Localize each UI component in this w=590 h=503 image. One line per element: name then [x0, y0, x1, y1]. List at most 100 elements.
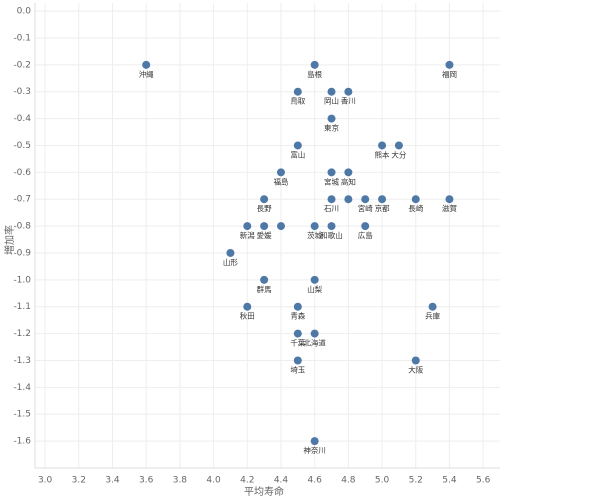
point	[361, 195, 370, 204]
point-label: 群馬	[257, 284, 272, 294]
x-tick-label: 3.6	[139, 476, 154, 486]
point	[378, 141, 387, 150]
x-tick-label: 4.4	[274, 476, 289, 486]
y-tick-label: -0.8	[13, 222, 31, 232]
point	[445, 195, 454, 204]
point	[260, 275, 269, 284]
point-label: 沖縄	[139, 69, 154, 79]
point-label: 山形	[223, 257, 238, 267]
point-label: 神奈川	[303, 445, 326, 455]
y-tick-label: -1.0	[13, 275, 31, 285]
point	[344, 168, 353, 177]
y-tick-label: -1.6	[13, 437, 31, 447]
point	[327, 87, 336, 96]
point	[327, 168, 336, 177]
point	[142, 60, 151, 69]
point	[293, 329, 302, 338]
point	[327, 222, 336, 231]
y-tick-label: -0.5	[13, 141, 31, 151]
point-label: 岡山	[324, 96, 339, 106]
x-tick-label: 4.8	[341, 476, 356, 486]
point-label: 滋賀	[442, 203, 457, 213]
point-label: 千葉	[290, 338, 305, 348]
y-tick-label: -0.6	[13, 168, 31, 178]
y-tick-label: -0.3	[13, 87, 31, 97]
y-tick-label: -0.2	[13, 60, 31, 70]
point-label: 鳥取	[290, 96, 305, 106]
point	[327, 195, 336, 204]
point	[276, 168, 285, 177]
point-label: 高知	[341, 176, 356, 186]
x-tick-label: 3.8	[173, 476, 188, 486]
point	[411, 356, 420, 365]
point	[293, 356, 302, 365]
x-tick-label: 4.2	[240, 476, 254, 486]
y-axis-label: 増加率	[3, 225, 16, 255]
point-label: 宮崎	[358, 203, 373, 213]
point	[226, 248, 235, 257]
point	[260, 222, 269, 231]
x-tick-label: 3.0	[38, 476, 53, 486]
x-tick-label: 3.4	[105, 476, 120, 486]
point	[394, 141, 403, 150]
point-label: 香川	[341, 96, 356, 106]
y-tick-label: -1.2	[13, 329, 31, 339]
point-label: 新潟	[240, 230, 255, 240]
point-label: 青森	[290, 311, 305, 321]
point-label: 東京	[324, 123, 339, 133]
point	[310, 60, 319, 69]
point-label: 大阪	[408, 364, 423, 374]
x-tick-label: 5.4	[442, 476, 457, 486]
x-tick-label: 3.2	[72, 476, 86, 486]
point-label: 長崎	[408, 203, 423, 213]
point-label: 茨城	[307, 230, 322, 240]
y-tick-label: -0.9	[13, 248, 31, 258]
point	[310, 329, 319, 338]
point	[310, 437, 319, 446]
x-axis-label: 平均寿命	[244, 485, 284, 498]
y-tick-label: -1.3	[13, 356, 31, 366]
y-tick-label: -1.5	[13, 410, 31, 420]
y-tick-label: 0.0	[17, 7, 32, 17]
point-label: 秋田	[240, 311, 255, 321]
point	[428, 302, 437, 311]
x-tick-label: 5.0	[375, 476, 390, 486]
point-label: 島根	[307, 69, 322, 79]
point-label: 愛媛	[257, 230, 272, 240]
point-label: 富山	[290, 149, 305, 159]
x-tick-label: 4.0	[206, 476, 221, 486]
point-label: 埼玉	[290, 364, 305, 374]
point	[243, 222, 252, 231]
point-label: 宮城	[324, 176, 339, 186]
point-label: 広島	[358, 230, 373, 240]
point-label: 石川	[324, 204, 339, 213]
point-label: 長野	[257, 204, 272, 213]
point-label: 福岡	[442, 70, 457, 79]
point-label: 熊本	[375, 149, 390, 159]
point	[310, 275, 319, 284]
point-label: 北海道	[303, 338, 326, 348]
point	[293, 302, 302, 311]
point	[243, 302, 252, 311]
point	[293, 141, 302, 150]
point	[445, 60, 454, 69]
point	[293, 87, 302, 96]
point	[361, 222, 370, 231]
point	[276, 222, 285, 231]
point	[411, 195, 420, 204]
point-label: 和歌山	[320, 230, 343, 240]
y-tick-label: -0.7	[13, 195, 31, 205]
point	[344, 195, 353, 204]
point	[378, 195, 387, 204]
point-label: 大分	[391, 149, 406, 159]
y-tick-label: -0.1	[13, 33, 31, 43]
y-tick-label: -0.4	[13, 114, 31, 124]
point-label: 京都	[375, 203, 390, 213]
y-tick-label: -1.1	[13, 302, 31, 312]
point-label: 山梨	[307, 284, 322, 294]
point-label: 兵庫	[425, 311, 440, 321]
point	[327, 114, 336, 123]
y-tick-label: -1.4	[13, 383, 31, 393]
point	[310, 222, 319, 231]
